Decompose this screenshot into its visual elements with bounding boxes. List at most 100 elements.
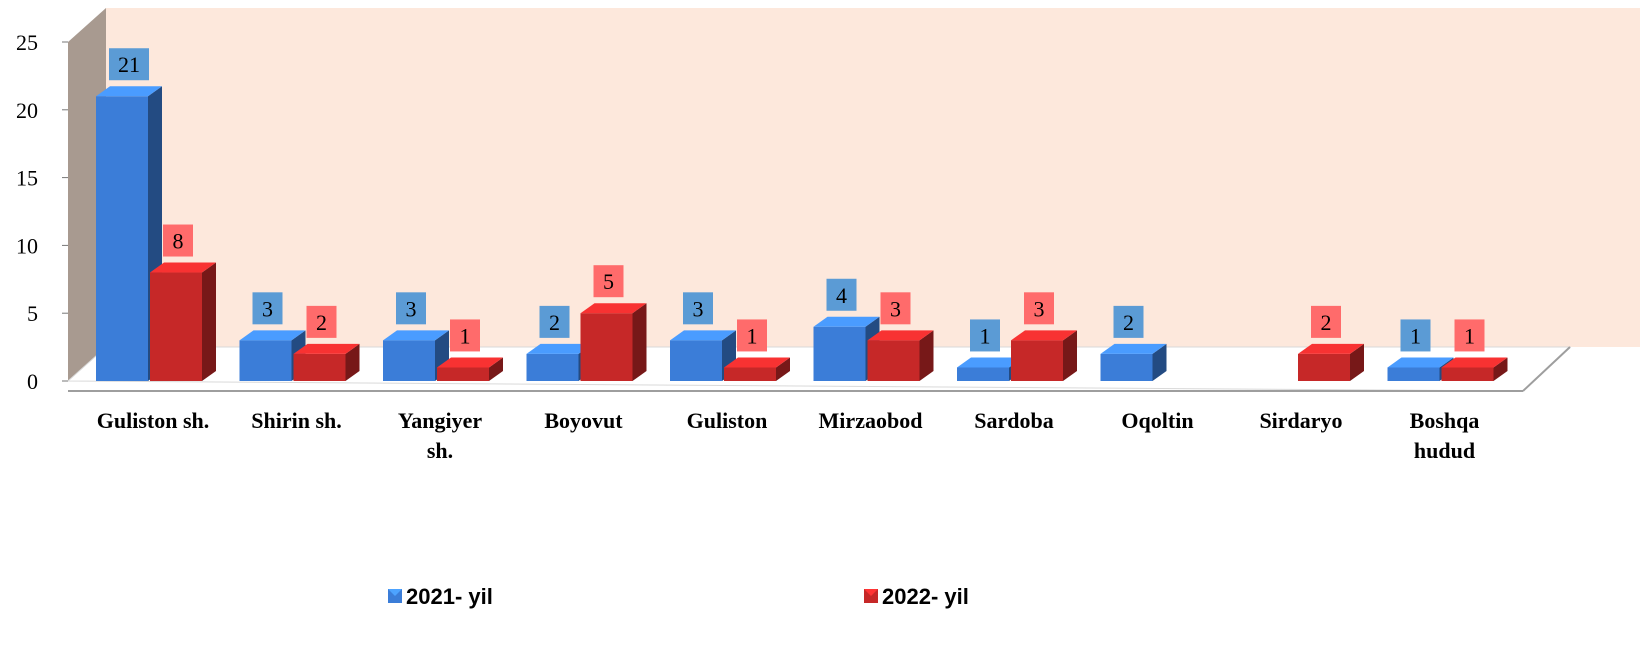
bar bbox=[867, 330, 934, 381]
y-tick-label: 10 bbox=[16, 233, 38, 258]
bar-side bbox=[202, 262, 216, 381]
bar-top bbox=[96, 86, 162, 97]
data-label-bg bbox=[1024, 292, 1054, 325]
legend-item: 2022- yil bbox=[864, 584, 969, 609]
bar-top bbox=[239, 330, 306, 341]
data-label-bg bbox=[1454, 319, 1485, 352]
data-label: 1 bbox=[970, 319, 1000, 352]
data-label-bg bbox=[1400, 319, 1431, 352]
bar bbox=[724, 357, 790, 381]
x-tick-label: Sirdaryo bbox=[1259, 408, 1342, 433]
data-label: 8 bbox=[163, 224, 193, 257]
bar-front bbox=[437, 367, 489, 381]
data-label-bg bbox=[826, 278, 857, 311]
data-label-text: 2 bbox=[316, 310, 327, 335]
legend-item: 2021- yil bbox=[388, 584, 493, 609]
bar-side bbox=[919, 330, 934, 381]
data-label: 3 bbox=[880, 292, 911, 325]
bar-side bbox=[345, 343, 360, 381]
bar-top bbox=[867, 330, 934, 341]
x-tick-line: Mirzaobod bbox=[819, 408, 923, 433]
data-label: 3 bbox=[1024, 292, 1054, 325]
data-label-bg bbox=[252, 292, 283, 325]
x-tick-line: Boyovut bbox=[544, 408, 623, 433]
legend-swatch-highlight bbox=[864, 589, 878, 596]
y-tick-label: 20 bbox=[16, 98, 38, 123]
bar-side bbox=[489, 357, 503, 381]
bar-top bbox=[813, 316, 880, 327]
data-label: 3 bbox=[396, 292, 426, 325]
data-label-text: 3 bbox=[1034, 296, 1045, 321]
x-tick-line: Oqoltin bbox=[1121, 408, 1193, 433]
y-tick-label: 5 bbox=[27, 301, 38, 326]
data-label: 2 bbox=[539, 305, 570, 338]
bar-top bbox=[1441, 357, 1508, 368]
data-label: 2 bbox=[1113, 305, 1144, 338]
bar-top bbox=[724, 357, 790, 368]
legend-swatch-highlight bbox=[388, 589, 402, 596]
x-tick-line: Guliston bbox=[687, 408, 768, 433]
legend-label: 2021- yil bbox=[406, 584, 493, 609]
data-label-bg bbox=[880, 292, 911, 325]
bar-top bbox=[1387, 357, 1454, 368]
x-tick-line: hudud bbox=[1414, 438, 1475, 463]
bar bbox=[293, 343, 360, 381]
bar bbox=[1100, 343, 1167, 381]
bar bbox=[150, 262, 216, 381]
bar-top bbox=[150, 262, 216, 273]
bar-top bbox=[293, 343, 360, 354]
data-label-bg bbox=[539, 305, 570, 338]
data-label: 1 bbox=[737, 319, 767, 352]
bar-front bbox=[383, 340, 435, 381]
bar bbox=[1298, 343, 1364, 381]
x-tick-line: Yangiyer bbox=[398, 408, 483, 433]
data-label: 5 bbox=[593, 265, 624, 298]
data-label-text: 3 bbox=[693, 296, 704, 321]
bar bbox=[1011, 330, 1077, 381]
x-tick-label: Sardoba bbox=[974, 408, 1053, 433]
bar-top bbox=[580, 303, 647, 314]
data-label: 2 bbox=[1311, 305, 1341, 338]
bar-top bbox=[526, 343, 593, 354]
bar-front bbox=[526, 353, 579, 381]
bar bbox=[437, 357, 503, 381]
x-tick-label: Guliston sh. bbox=[97, 408, 210, 433]
data-label: 3 bbox=[683, 292, 713, 325]
data-label-text: 8 bbox=[173, 229, 184, 254]
data-label: 2 bbox=[306, 305, 337, 338]
bar-side bbox=[632, 303, 647, 381]
x-tick-label: Yangiyer sh. bbox=[398, 408, 483, 463]
bar-front bbox=[724, 367, 776, 381]
bar-front bbox=[1298, 353, 1350, 381]
bar-front bbox=[1100, 353, 1153, 381]
bar-side bbox=[1063, 330, 1077, 381]
bar-top bbox=[437, 357, 503, 368]
x-tick-label: Mirzaobod bbox=[819, 408, 923, 433]
bar-front bbox=[580, 313, 633, 381]
data-label-bg bbox=[683, 292, 713, 325]
data-label-bg bbox=[593, 265, 624, 298]
data-label-text: 3 bbox=[262, 296, 273, 321]
bar bbox=[1441, 357, 1508, 381]
x-tick-line: Guliston sh. bbox=[97, 408, 210, 433]
legend: 2021- yil 2022- yil bbox=[388, 584, 969, 609]
data-label-text: 2 bbox=[549, 310, 560, 335]
y-tick-label: 0 bbox=[27, 369, 38, 394]
y-tick-label: 15 bbox=[16, 166, 38, 191]
data-label-bg bbox=[1113, 305, 1144, 338]
back-wall bbox=[106, 8, 1640, 347]
bar-front bbox=[957, 367, 1009, 381]
data-label: 4 bbox=[826, 278, 857, 311]
data-label: 21 bbox=[109, 48, 149, 81]
data-label-text: 4 bbox=[836, 283, 847, 308]
data-label-bg bbox=[109, 48, 149, 81]
x-tick-label: Shirin sh. bbox=[251, 408, 342, 433]
bar-front bbox=[1011, 340, 1063, 381]
data-label-bg bbox=[450, 319, 480, 352]
data-label-text: 2 bbox=[1321, 310, 1332, 335]
bar-side bbox=[1152, 343, 1167, 381]
data-label-bg bbox=[163, 224, 193, 257]
data-label-text: 1 bbox=[980, 323, 991, 348]
